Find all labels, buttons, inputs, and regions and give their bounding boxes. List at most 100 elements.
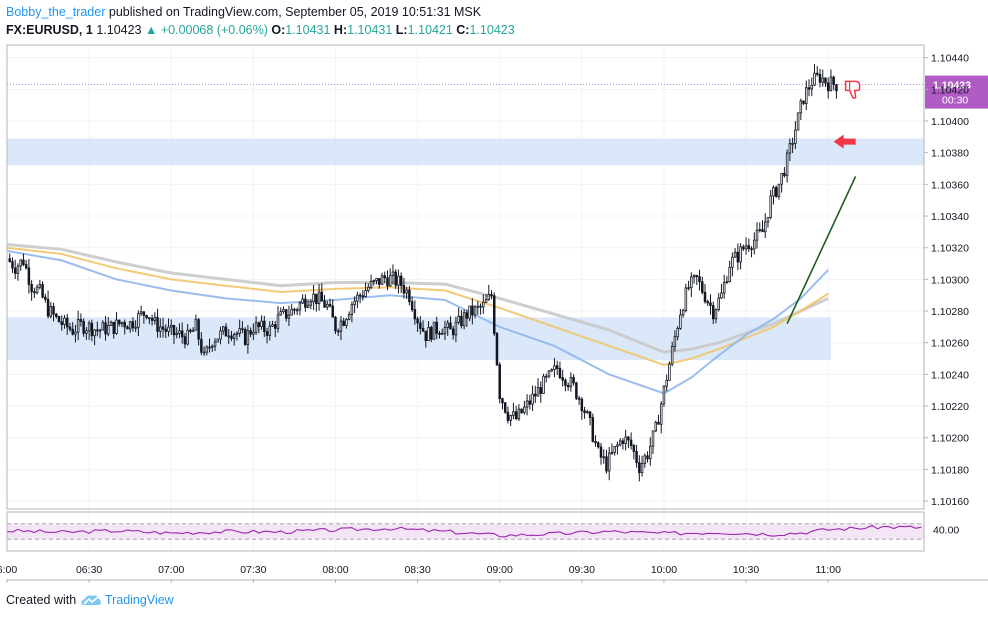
candle-body xyxy=(555,365,559,369)
candle-body xyxy=(342,320,345,326)
candle-body xyxy=(246,330,250,345)
tradingview-link[interactable]: TradingView xyxy=(104,593,174,607)
candle-body xyxy=(391,271,395,277)
candle-body xyxy=(829,76,833,92)
candle-body xyxy=(525,400,529,408)
candle-body xyxy=(802,100,805,104)
candle-body xyxy=(545,375,548,378)
author-link[interactable]: Bobby_the_trader xyxy=(6,5,106,19)
up-arrow-icon: ▲ xyxy=(144,23,158,37)
candle-body xyxy=(785,152,789,177)
axes: 1.10440 1.10420 1.10400 1.10380 1.10360 1.103… xyxy=(0,44,988,583)
candle-body xyxy=(394,271,397,286)
ema-blue-line xyxy=(6,249,829,395)
candle-body xyxy=(766,217,770,223)
candle-body xyxy=(676,328,679,338)
candle-body xyxy=(197,319,200,340)
candle-body xyxy=(180,330,184,338)
y-tick-label: 1.10420 xyxy=(931,84,969,96)
candle-body xyxy=(38,283,42,288)
ohlc-low-label: L: xyxy=(395,23,408,37)
candle-body xyxy=(586,411,589,414)
y-tick-label: 1.10280 xyxy=(931,306,969,318)
candle-body xyxy=(813,72,816,86)
candle-body xyxy=(728,266,731,282)
candle-body xyxy=(405,289,408,294)
candle-body xyxy=(178,330,181,334)
candle-body xyxy=(755,229,759,241)
candle-body xyxy=(539,387,543,394)
candle-body xyxy=(183,336,187,345)
price-pane-frame xyxy=(6,44,925,510)
candle-body xyxy=(627,436,630,441)
candle-body xyxy=(235,332,239,336)
candle-body xyxy=(161,326,165,330)
x-tick-label: 09:30 xyxy=(569,564,595,576)
candle-body xyxy=(347,314,351,320)
left-arrow-icon xyxy=(833,134,856,149)
candle-body xyxy=(446,322,449,328)
candle-body xyxy=(175,333,178,336)
candle-body xyxy=(107,325,110,335)
candle-body xyxy=(451,328,455,336)
candle-body xyxy=(76,319,80,333)
candle-body xyxy=(304,298,307,308)
candle-body xyxy=(471,305,474,316)
candle-body xyxy=(577,397,581,400)
candle-body xyxy=(753,239,756,250)
price-badge xyxy=(925,75,988,109)
candle-body xyxy=(205,346,209,353)
candle-body xyxy=(695,275,699,278)
candle-body xyxy=(613,445,616,453)
annotations: 1.10423 00:30 xyxy=(7,75,988,325)
candle-body xyxy=(87,322,91,332)
candle-body xyxy=(824,77,827,84)
candle-body xyxy=(597,442,600,448)
candle-body xyxy=(501,398,504,404)
candle-body xyxy=(424,330,428,342)
candle-body xyxy=(295,309,299,312)
candle-body xyxy=(670,346,674,365)
candle-body xyxy=(687,287,690,290)
candle-body xyxy=(701,281,704,293)
y-tick-label: 1.10400 xyxy=(931,116,969,128)
y-tick-label: 1.10340 xyxy=(931,211,969,223)
candle-body xyxy=(345,318,348,326)
candle-body xyxy=(274,324,277,329)
candle-body xyxy=(358,294,362,297)
candle-body xyxy=(249,330,252,335)
x-tick-label: 6:00 xyxy=(0,564,17,576)
candle-body xyxy=(561,377,564,381)
candle-body xyxy=(227,335,230,338)
candle-body xyxy=(514,411,518,420)
x-tick-label: 10:00 xyxy=(651,564,677,576)
candle-body xyxy=(169,325,173,328)
candle-body xyxy=(649,445,652,460)
candle-body xyxy=(96,329,99,332)
candle-body xyxy=(583,410,586,413)
candle-body xyxy=(378,278,381,285)
candle-body xyxy=(780,172,783,185)
candle-body xyxy=(200,338,203,353)
rsi-band xyxy=(7,523,924,540)
candle-body xyxy=(616,444,619,447)
candle-body xyxy=(684,287,688,312)
candle-body xyxy=(487,293,491,301)
candle-body xyxy=(293,308,296,311)
candle-body xyxy=(462,312,466,327)
candle-body xyxy=(758,229,762,232)
candle-body xyxy=(284,309,288,319)
candle-body xyxy=(659,403,663,425)
candle-body xyxy=(503,402,507,413)
price-badge-value: 1.10423 xyxy=(933,80,971,92)
last-price: 1.10423 xyxy=(96,23,142,37)
ema-gray-line xyxy=(6,243,829,354)
candle-body xyxy=(353,300,356,305)
candle-body xyxy=(46,298,50,317)
candle-body xyxy=(594,441,597,444)
candle-body xyxy=(632,445,636,452)
candle-body xyxy=(629,439,633,446)
candle-body xyxy=(638,462,641,473)
tradingview-cloud-icon xyxy=(81,595,101,605)
